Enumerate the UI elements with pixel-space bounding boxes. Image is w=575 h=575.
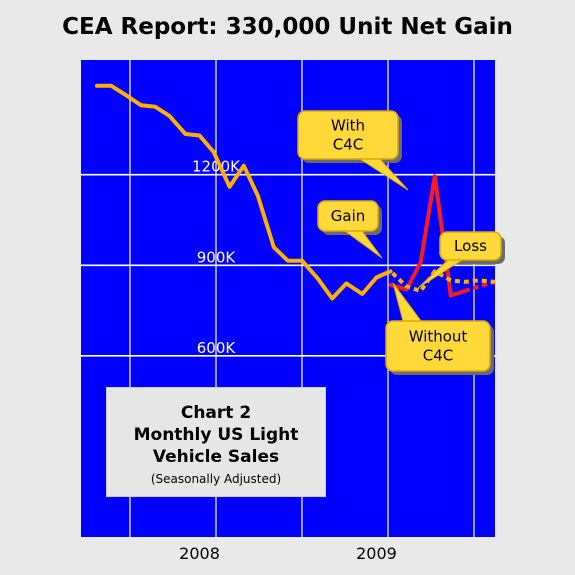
callout-label: C4C [423,347,454,365]
callout-box [385,320,491,372]
caption-line-2: Monthly US Light [133,425,299,445]
callout-label: C4C [333,136,364,154]
caption-line-3: Vehicle Sales [152,447,280,467]
series-actual [94,83,393,301]
chart-title: CEA Report: 330,000 Unit Net Gain [62,14,513,40]
callout-gain: Gain [317,200,383,259]
callout-label: Gain [331,207,366,225]
series-without-c4c [375,269,496,293]
y-tick-label: 1200K [192,158,241,176]
caption-line-4: (Seasonally Adjusted) [150,472,282,486]
y-tick-label: 900K [197,248,237,266]
series-with-c4c-dotted [464,279,496,293]
callout-box [317,200,379,232]
x-tick-label: 2008 [179,544,220,563]
y-tick-label: 600K [197,339,237,357]
callout-label: Loss [454,237,487,255]
callout-box [297,110,399,160]
callout-loss: Loss [417,231,505,289]
caption-line-1: Chart 2 [180,403,252,423]
chart-caption-box: Chart 2 Monthly US Light Vehicle Sales (… [106,387,326,497]
x-tick-label: 2009 [356,544,397,563]
callout-label: Without [409,328,468,346]
series-with-c4c [388,174,467,298]
callout-label: With [331,117,365,135]
callout-box [439,231,502,261]
